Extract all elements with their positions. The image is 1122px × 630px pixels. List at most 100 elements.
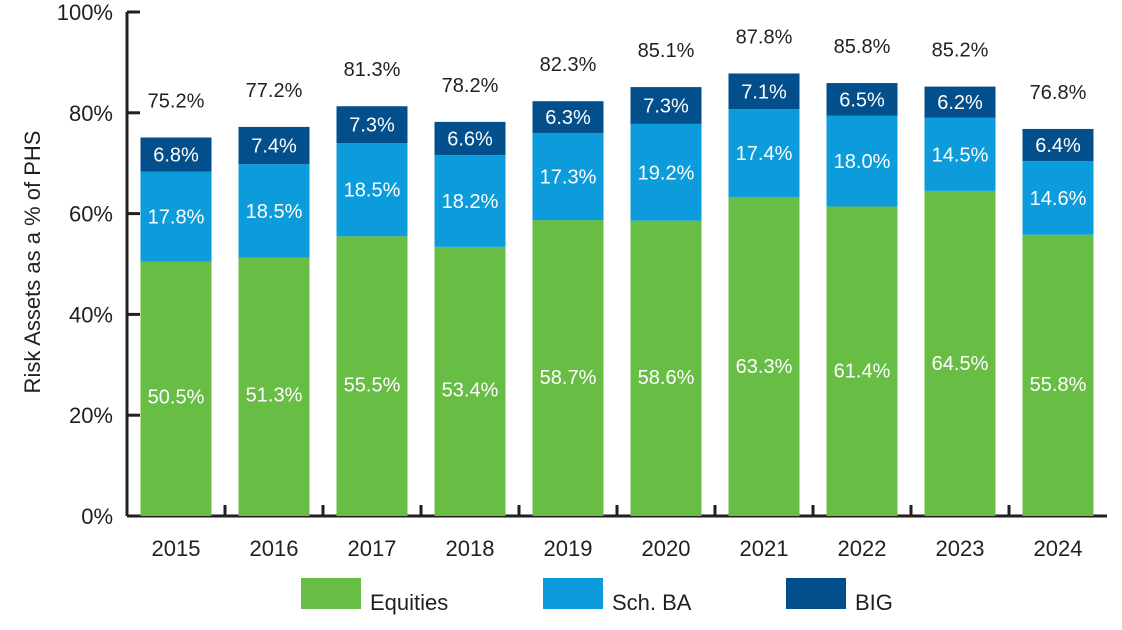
segment-data-label: 6.5% xyxy=(839,89,885,111)
segment-data-label: 63.3% xyxy=(736,356,793,378)
x-tick-label: 2020 xyxy=(642,536,691,561)
x-tick-label: 2015 xyxy=(152,536,201,561)
bars: 50.5% 17.8% 6.8% 75.2% 51.3% 18.5% 7.4% 77.2% 55… xyxy=(140,26,1094,517)
bar-segment-sch-ba xyxy=(336,143,408,237)
segment-data-label: 51.3% xyxy=(246,384,303,406)
legend-swatch xyxy=(786,578,846,609)
bar-group: 55.8% 14.6% 6.4% 76.8% xyxy=(1022,82,1094,516)
bar-segment-sch-ba xyxy=(1022,161,1094,235)
bar-group: 53.4% 18.2% 6.6% 78.2% xyxy=(434,75,506,516)
bar-segment-sch-ba xyxy=(434,155,506,247)
segment-data-label: 55.5% xyxy=(344,375,401,397)
segment-data-label: 17.8% xyxy=(148,207,205,229)
bar-group: 58.7% 17.3% 6.3% 82.3% xyxy=(532,54,604,517)
bar-segment-sch-ba xyxy=(826,115,898,207)
bar-segment-sch-ba xyxy=(728,109,800,197)
y-tick-label: 80% xyxy=(69,101,113,126)
bar-segment-big xyxy=(1022,128,1094,162)
segment-data-label: 61.4% xyxy=(834,361,891,383)
y-tick-label: 0% xyxy=(81,504,113,529)
bar-segment-big xyxy=(140,137,212,172)
total-data-label: 85.2% xyxy=(932,40,989,62)
x-tick-label: 2023 xyxy=(936,536,985,561)
legend-item: BIG xyxy=(786,578,893,615)
legend-item: Sch. BA xyxy=(543,578,692,615)
segment-data-label: 6.8% xyxy=(153,145,199,167)
segment-data-label: 6.4% xyxy=(1035,135,1081,157)
segment-data-label: 6.2% xyxy=(937,92,983,114)
bar-group: 58.6% 19.2% 7.3% 85.1% xyxy=(630,40,702,516)
x-tick-label: 2021 xyxy=(740,536,789,561)
total-data-label: 78.2% xyxy=(442,75,499,97)
segment-data-label: 17.4% xyxy=(736,143,793,165)
segment-data-label: 14.5% xyxy=(932,144,989,166)
segment-data-label: 50.5% xyxy=(148,386,205,408)
segment-data-label: 58.6% xyxy=(638,367,695,389)
bar-group: 51.3% 18.5% 7.4% 77.2% xyxy=(238,80,310,516)
y-tick-label: 60% xyxy=(69,202,113,227)
segment-data-label: 58.7% xyxy=(540,367,597,389)
segment-data-label: 55.8% xyxy=(1030,374,1087,396)
bar-segment-sch-ba xyxy=(140,171,212,262)
total-data-label: 87.8% xyxy=(736,26,793,48)
segment-data-label: 18.2% xyxy=(442,191,499,213)
segment-data-label: 18.0% xyxy=(834,151,891,173)
legend-item: Equities xyxy=(301,578,448,615)
bar-segment-big xyxy=(434,121,506,156)
segment-data-label: 7.4% xyxy=(251,136,297,158)
bar-segment-big xyxy=(532,101,604,133)
bar-segment-big xyxy=(238,126,310,165)
segment-data-label: 7.3% xyxy=(349,115,395,137)
bar-segment-equities xyxy=(630,220,702,516)
bar-group: 63.3% 17.4% 7.1% 87.8% xyxy=(728,26,800,516)
segment-data-label: 6.3% xyxy=(545,107,591,129)
bar-segment-equities xyxy=(140,261,212,516)
bar-segment-big xyxy=(336,106,408,144)
y-tick-label: 100% xyxy=(57,0,113,25)
total-data-label: 81.3% xyxy=(344,59,401,81)
bar-group: 55.5% 18.5% 7.3% 81.3% xyxy=(336,59,408,516)
bar-segment-equities xyxy=(826,206,898,516)
bar-segment-equities xyxy=(924,190,996,517)
segment-data-label: 7.3% xyxy=(643,95,689,117)
legend-swatch xyxy=(301,578,361,609)
y-tick-label: 20% xyxy=(69,403,113,428)
bar-segment-sch-ba xyxy=(238,164,310,258)
legend: Equities Sch. BA BIG xyxy=(301,578,893,615)
segment-data-label: 18.5% xyxy=(344,180,401,202)
x-tick-label: 2016 xyxy=(250,536,299,561)
bar-group: 50.5% 17.8% 6.8% 75.2% xyxy=(140,90,212,516)
total-data-label: 76.8% xyxy=(1030,82,1087,104)
bar-segment-equities xyxy=(434,246,506,516)
x-tick-label: 2018 xyxy=(446,536,495,561)
x-tick-label: 2019 xyxy=(544,536,593,561)
bar-segment-big xyxy=(924,86,996,118)
total-data-label: 85.8% xyxy=(834,36,891,58)
segment-data-label: 14.6% xyxy=(1030,188,1087,210)
bar-segment-equities xyxy=(238,257,310,516)
x-tick-label: 2024 xyxy=(1034,536,1083,561)
bar-segment-equities xyxy=(532,220,604,517)
legend-label: Sch. BA xyxy=(612,590,692,615)
legend-label: Equities xyxy=(370,590,448,615)
bar-group: 61.4% 18.0% 6.5% 85.8% xyxy=(826,36,898,516)
bar-segment-big xyxy=(826,83,898,116)
bar-segment-equities xyxy=(728,196,800,516)
legend-label: BIG xyxy=(855,590,893,615)
y-axis-title: Risk Assets as a % of PHS xyxy=(20,131,45,394)
segment-data-label: 64.5% xyxy=(932,353,989,375)
segment-data-label: 53.4% xyxy=(442,380,499,402)
segment-data-label: 7.1% xyxy=(741,81,787,103)
total-data-label: 77.2% xyxy=(246,80,303,102)
bar-segment-equities xyxy=(336,236,408,516)
bar-segment-sch-ba xyxy=(532,132,604,221)
bar-segment-equities xyxy=(1022,234,1094,516)
x-tick-label: 2022 xyxy=(838,536,887,561)
axes: 0% 20% 40% 60% 80% 100% 2015 2016 2017 2018 2019 20… xyxy=(57,0,1107,561)
bar-segment-sch-ba xyxy=(630,123,702,221)
total-data-label: 85.1% xyxy=(638,40,695,62)
total-data-label: 75.2% xyxy=(148,90,205,112)
bar-group: 64.5% 14.5% 6.2% 85.2% xyxy=(924,40,996,517)
bar-segment-sch-ba xyxy=(924,117,996,191)
legend-swatch xyxy=(543,578,603,609)
